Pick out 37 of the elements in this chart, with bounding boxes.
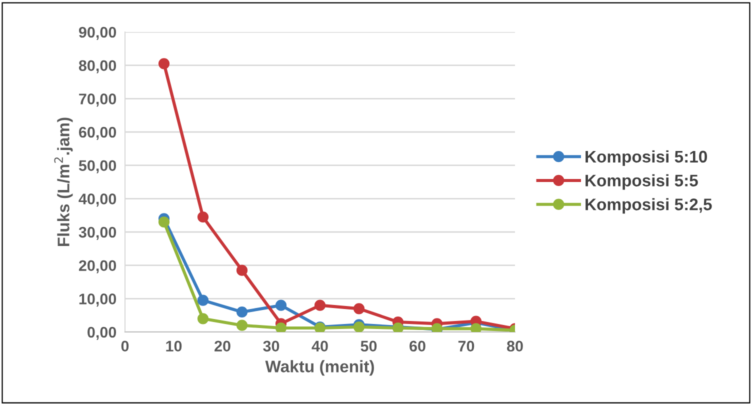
- y-tick-label: 40,00: [78, 194, 116, 207]
- legend-label: Komposisi 5:10: [586, 150, 707, 166]
- y-tick-label: 0,00: [88, 326, 116, 340]
- point: [158, 216, 170, 228]
- y-tick-label: 90,00: [78, 26, 116, 40]
- point: [236, 306, 248, 318]
- point: [353, 303, 365, 314]
- point: [236, 320, 248, 331]
- point: [275, 300, 287, 311]
- y-tick-label: 30,00: [78, 226, 116, 240]
- y-tick-label: 10,00: [79, 294, 116, 307]
- point: [158, 58, 170, 70]
- x-tick-label: 0: [121, 340, 129, 352]
- x-tick-label: 70: [458, 340, 474, 352]
- y-tick-label: 70,00: [79, 94, 116, 107]
- x-tick-label: 20: [214, 340, 230, 352]
- point: [236, 264, 248, 276]
- y-tick-label: 60,00: [78, 126, 116, 140]
- x-tick-label: 50: [360, 340, 377, 352]
- y-tick-label: 80,00: [78, 60, 116, 74]
- x-tick-label: 60: [410, 340, 426, 352]
- point: [470, 323, 482, 332]
- y-axis-title: Fluks (L/m$^{2}$.jam): [54, 118, 73, 246]
- point: [197, 294, 209, 306]
- y-tick-label: 20,00: [78, 260, 116, 274]
- y-tick-label: 50,00: [78, 160, 116, 174]
- point: [275, 322, 287, 332]
- x-tick-label: 40: [312, 340, 328, 352]
- point: [314, 300, 326, 311]
- point: [197, 313, 209, 324]
- point: [197, 211, 209, 223]
- legend-label: Komposisi 5:5: [586, 174, 698, 190]
- legend-label: Komposisi 5:2,5: [586, 198, 712, 214]
- x-axis-title: Waktu (menit): [265, 360, 374, 376]
- x-tick-label: 30: [263, 340, 280, 352]
- x-tick-label: 80: [506, 340, 523, 352]
- x-tick-label: 10: [166, 340, 182, 352]
